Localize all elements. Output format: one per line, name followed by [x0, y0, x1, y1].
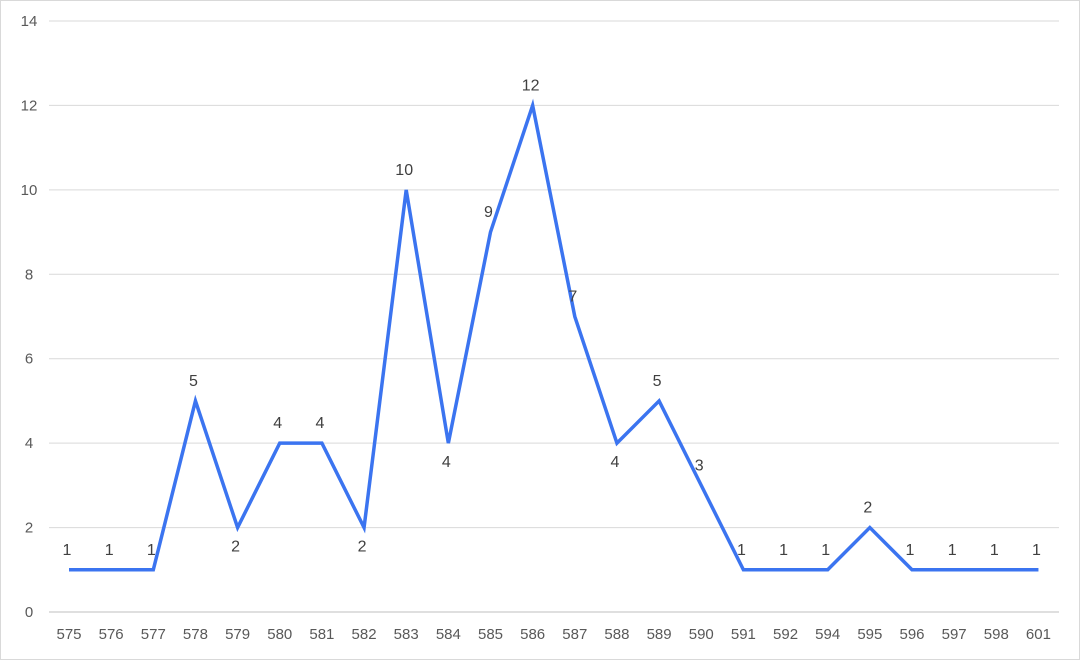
- x-tick-label: 575: [56, 626, 81, 643]
- y-tick-label: 14: [21, 13, 38, 30]
- data-label: 4: [610, 454, 619, 471]
- x-tick-label: 596: [899, 626, 924, 643]
- y-tick-label: 8: [25, 266, 33, 283]
- x-tick-label: 597: [942, 626, 967, 643]
- data-label: 10: [395, 162, 413, 179]
- y-tick-label: 0: [25, 604, 33, 621]
- data-label: 2: [231, 539, 240, 556]
- data-label: 1: [1032, 542, 1041, 559]
- data-label: 2: [863, 500, 872, 517]
- x-tick-label: 578: [183, 626, 208, 643]
- x-tick-label: 587: [562, 626, 587, 643]
- x-tick-label: 582: [352, 626, 377, 643]
- x-axis-ticks: 575 576 577 578 579 580 581 582 583 584 585 586 587 5…: [56, 626, 1050, 643]
- data-label: 1: [63, 542, 72, 559]
- x-tick-label: 576: [99, 626, 124, 643]
- x-tick-label: 589: [647, 626, 672, 643]
- gridlines: [49, 20, 1059, 613]
- data-label: 1: [821, 542, 830, 559]
- y-tick-label: 10: [21, 182, 38, 199]
- y-tick-label: 4: [25, 435, 33, 452]
- data-label: 1: [779, 542, 788, 559]
- x-tick-label: 594: [815, 626, 840, 643]
- data-label: 12: [522, 77, 540, 94]
- x-tick-label: 581: [309, 626, 334, 643]
- data-label: 1: [948, 542, 957, 559]
- x-tick-label: 579: [225, 626, 250, 643]
- x-tick-label: 583: [394, 626, 419, 643]
- x-tick-label: 591: [731, 626, 756, 643]
- x-tick-label: 580: [267, 626, 292, 643]
- data-label: 3: [695, 457, 704, 474]
- data-label: 1: [147, 542, 156, 559]
- data-label: 1: [990, 542, 999, 559]
- y-tick-label: 2: [25, 520, 33, 537]
- x-tick-label: 598: [984, 626, 1009, 643]
- series-line: [69, 98, 1039, 572]
- y-axis-ticks: 0 2 4 6 8 10 12 14: [21, 13, 38, 621]
- data-label: 1: [737, 542, 746, 559]
- data-label: 5: [653, 373, 662, 390]
- data-label: 1: [105, 542, 114, 559]
- series-layer: [69, 98, 1039, 572]
- data-label: 1: [906, 542, 915, 559]
- data-label: 9: [484, 204, 493, 221]
- x-tick-label: 592: [773, 626, 798, 643]
- data-label: 4: [442, 454, 451, 471]
- data-label: 4: [315, 415, 324, 432]
- x-tick-label: 588: [604, 626, 629, 643]
- data-label: 7: [568, 289, 577, 306]
- y-tick-label: 12: [21, 97, 38, 114]
- x-tick-label: 595: [857, 626, 882, 643]
- x-tick-label: 584: [436, 626, 461, 643]
- y-tick-label: 6: [25, 351, 33, 368]
- data-label: 2: [358, 539, 367, 556]
- data-label: 4: [273, 415, 282, 432]
- x-tick-label: 601: [1026, 626, 1051, 643]
- x-tick-label: 586: [520, 626, 545, 643]
- x-tick-label: 585: [478, 626, 503, 643]
- data-label: 5: [189, 373, 198, 390]
- x-tick-label: 590: [689, 626, 714, 643]
- x-tick-label: 577: [141, 626, 166, 643]
